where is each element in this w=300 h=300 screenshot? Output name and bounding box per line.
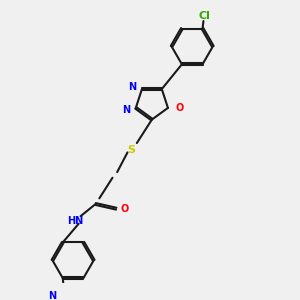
Text: Cl: Cl xyxy=(199,11,210,21)
Text: HN: HN xyxy=(67,216,83,226)
Text: O: O xyxy=(175,103,183,113)
Text: N: N xyxy=(122,105,130,115)
Text: S: S xyxy=(127,145,135,154)
Text: N: N xyxy=(128,82,136,92)
Text: N: N xyxy=(48,291,56,300)
Text: O: O xyxy=(121,204,129,214)
